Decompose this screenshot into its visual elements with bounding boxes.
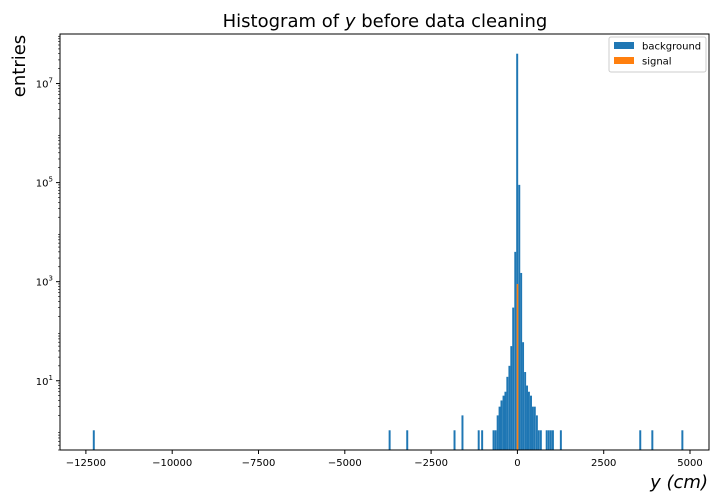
histogram-bar-background-21 — [520, 272, 523, 450]
y-axis: 101 103 105 107 — [36, 35, 60, 451]
histogram-bar-background-4 — [461, 415, 464, 450]
x-tick-label: 2500 — [591, 458, 616, 469]
histogram-bar-background-15 — [508, 365, 511, 450]
y-tick-label: 105 — [36, 176, 53, 190]
histogram-bar-background-2 — [406, 430, 409, 450]
y-tick-label: 103 — [36, 275, 53, 289]
histogram-bar-background-22 — [522, 342, 525, 450]
histogram-bar-background-13 — [504, 391, 507, 450]
histogram-bar-background-31 — [539, 430, 542, 450]
legend: background signal — [608, 36, 707, 73]
x-tick-label: −10000 — [152, 458, 192, 469]
histogram-bar-background-33 — [547, 430, 550, 450]
legend-label-background: background — [642, 42, 701, 53]
histogram-bar-background-26 — [530, 395, 532, 450]
axes-frame — [59, 33, 710, 451]
histogram-bar-background-32 — [545, 430, 548, 450]
x-tick-label: −2500 — [414, 458, 448, 469]
histogram-bar-background-35 — [551, 430, 554, 450]
x-tick-label: −12500 — [66, 458, 106, 469]
chart-title: Histogram of y before data cleaning — [223, 11, 548, 32]
histogram-bar-background-28 — [533, 406, 536, 450]
legend-label-signal: signal — [642, 57, 672, 68]
histogram-bar-background-24 — [526, 385, 529, 450]
histogram-bar-background-16 — [510, 346, 513, 450]
histogram-bar-background-25 — [527, 391, 530, 450]
histogram-bar-background-19 — [516, 53, 519, 451]
histogram-bar-background-37 — [639, 430, 642, 450]
histogram-bar-background-6 — [481, 430, 484, 450]
y-axis-label: entries — [9, 35, 30, 97]
x-tick-label: −7500 — [242, 458, 276, 469]
x-tick-label: −5000 — [328, 458, 362, 469]
histogram-bar-background-17 — [512, 307, 515, 450]
histogram-bar-background-29 — [535, 415, 538, 450]
y-tick-label: 101 — [36, 374, 53, 388]
y-tick-label: 107 — [36, 77, 53, 91]
histogram-bar-background-27 — [531, 406, 534, 450]
histogram-bar-background-36 — [559, 430, 562, 450]
x-axis: −12500 −10000 −7500 −5000 −2500 0 2500 5000 — [66, 450, 703, 469]
legend-swatch-background — [614, 42, 634, 49]
x-axis-label: y (cm) — [649, 472, 708, 493]
histogram-bar-background-12 — [502, 395, 505, 450]
histogram-bar-signal-0 — [516, 283, 519, 450]
histogram-bar-background-5 — [477, 430, 480, 450]
histogram-bar-background-9 — [496, 415, 499, 450]
histogram-bar-background-30 — [537, 430, 540, 450]
histogram-bar-background-18 — [514, 251, 517, 450]
histogram-bar-background-8 — [494, 430, 497, 450]
histogram-bar-background-14 — [506, 376, 509, 450]
x-tick-label: 5000 — [677, 458, 702, 469]
histogram-bar-background-3 — [453, 430, 456, 450]
histogram-bar-background-0 — [92, 430, 95, 450]
histogram-bar-background-23 — [524, 372, 527, 450]
histogram-bar-background-20 — [518, 184, 521, 450]
x-tick-label: 0 — [514, 458, 520, 469]
histogram-bar-background-7 — [492, 430, 495, 450]
histogram-bar-background-11 — [500, 400, 503, 450]
histogram-bar-background-10 — [498, 406, 501, 450]
histogram-bar-background-1 — [388, 430, 391, 450]
plot-area — [59, 33, 710, 451]
histogram-bar-background-34 — [549, 430, 552, 450]
histogram-bar-background-39 — [681, 430, 684, 450]
histogram-bar-background-38 — [651, 430, 654, 450]
legend-swatch-signal — [614, 57, 634, 64]
